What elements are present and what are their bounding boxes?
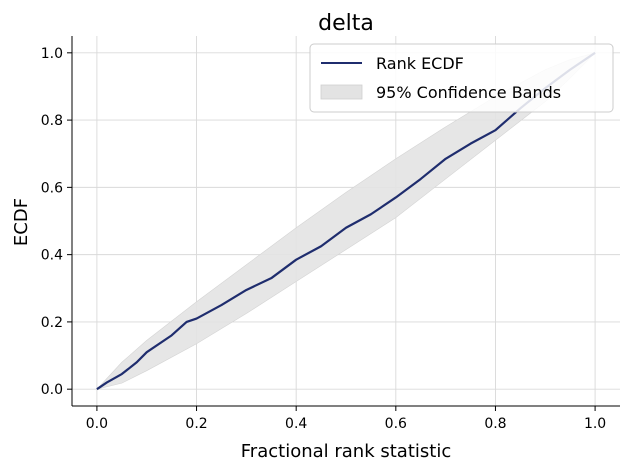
x-axis-label: Fractional rank statistic [241, 441, 451, 462]
y-axis-label: ECDF [11, 198, 32, 246]
x-tick-label: 0.4 [285, 416, 307, 432]
y-tick-label: 1.0 [41, 46, 63, 62]
rank-ecdf-line [96, 51, 596, 391]
x-tick-label: 0.8 [484, 416, 506, 432]
y-tick-label: 0.2 [41, 315, 63, 331]
legend-frame [309, 43, 614, 113]
ecdf-line-layer [96, 51, 596, 391]
y-tick-label: 0.4 [41, 248, 63, 264]
x-tick-label: 0.6 [385, 416, 407, 432]
legend-band-swatch [320, 84, 363, 100]
y-tick-label: 0.0 [41, 382, 63, 398]
y-tick-label: 0.8 [41, 113, 63, 129]
x-tick-label: 1.0 [584, 416, 606, 432]
legend: Rank ECDF 95% Confidence Bands [309, 43, 614, 113]
y-tick-label: 0.6 [41, 180, 63, 196]
tick-labels: 0.0 0.2 0.4 0.6 0.8 1.0 0.0 0.2 0.4 0.6 0.8 1.0 [41, 46, 606, 432]
x-tick-label: 0.0 [86, 416, 108, 432]
chart-title: delta [318, 11, 374, 36]
axes [67, 36, 620, 411]
x-tick-label: 0.2 [185, 416, 207, 432]
legend-label-confidence-bands: 95% Confidence Bands [376, 83, 561, 102]
legend-label-rank-ecdf: Rank ECDF [376, 54, 464, 73]
